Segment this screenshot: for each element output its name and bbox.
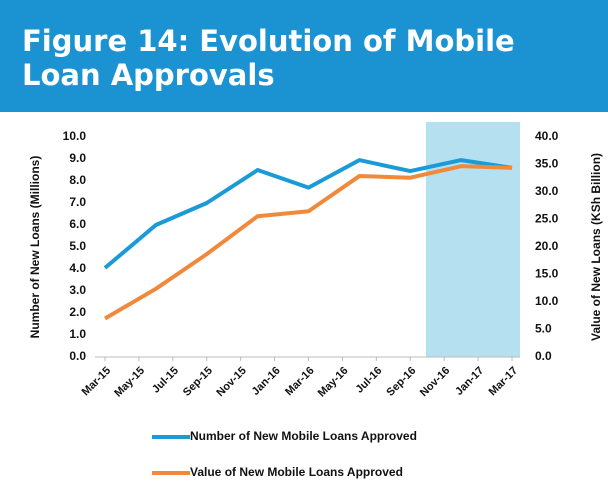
x-tick-label: May-16 xyxy=(316,365,351,400)
y2-tick-label: 35.0 xyxy=(535,157,559,171)
y-tick-label: 0.0 xyxy=(69,349,86,363)
x-tick-label: Sep-15 xyxy=(181,365,215,399)
x-tick-label: May-15 xyxy=(112,365,147,400)
x-tick-label: Sep-16 xyxy=(384,365,418,399)
y2-tick-label: 40.0 xyxy=(535,129,559,143)
legend-label: Number of New Mobile Loans Approved xyxy=(190,429,417,443)
y-tick-label: 4.0 xyxy=(69,261,86,275)
x-tick-label: Mar-15 xyxy=(80,365,114,399)
y2-tick-label: 30.0 xyxy=(535,184,559,198)
chart-title: Figure 14: Evolution of Mobile Loan Appr… xyxy=(22,24,515,92)
y-tick-label: 7.0 xyxy=(69,195,86,209)
header: Figure 14: Evolution of Mobile Loan Appr… xyxy=(0,0,608,112)
x-tick-label: Nov-16 xyxy=(418,365,452,399)
series-line xyxy=(103,164,513,321)
y-tick-label: 8.0 xyxy=(69,173,86,187)
x-tick-label: Jan-17 xyxy=(453,365,486,398)
y-tick-label: 5.0 xyxy=(69,239,86,253)
y-tick-label: 3.0 xyxy=(69,283,86,297)
y2-tick-label: 15.0 xyxy=(535,267,559,281)
x-tick-label: Jan-16 xyxy=(250,365,283,398)
y2-tick-label: 0.0 xyxy=(535,349,552,363)
x-tick-label: Nov-15 xyxy=(214,365,248,399)
x-tick-label: Jul-16 xyxy=(354,365,385,396)
y2-tick-label: 5.0 xyxy=(535,322,552,336)
y2-tick-label: 25.0 xyxy=(535,212,559,226)
y-tick-label: 6.0 xyxy=(69,217,86,231)
y-tick-label: 2.0 xyxy=(69,305,86,319)
y2-tick-label: 10.0 xyxy=(535,294,559,308)
legend-label: Value of New Mobile Loans Approved xyxy=(190,465,403,479)
y-axis-title: Number of New Loans (Millions) xyxy=(28,156,42,339)
y-tick-label: 9.0 xyxy=(69,151,86,165)
y-tick-label: 10.0 xyxy=(63,129,87,143)
y2-axis-title: Value of New Loans (KSh Billion) xyxy=(589,153,603,341)
x-tick-label: Mar-17 xyxy=(487,365,521,399)
x-tick-label: Mar-16 xyxy=(283,365,317,399)
series-line xyxy=(103,158,513,270)
y2-tick-label: 20.0 xyxy=(535,239,559,253)
x-tick-label: Jul-15 xyxy=(150,365,181,396)
highlight-region xyxy=(426,122,520,357)
y-tick-label: 1.0 xyxy=(69,327,86,341)
